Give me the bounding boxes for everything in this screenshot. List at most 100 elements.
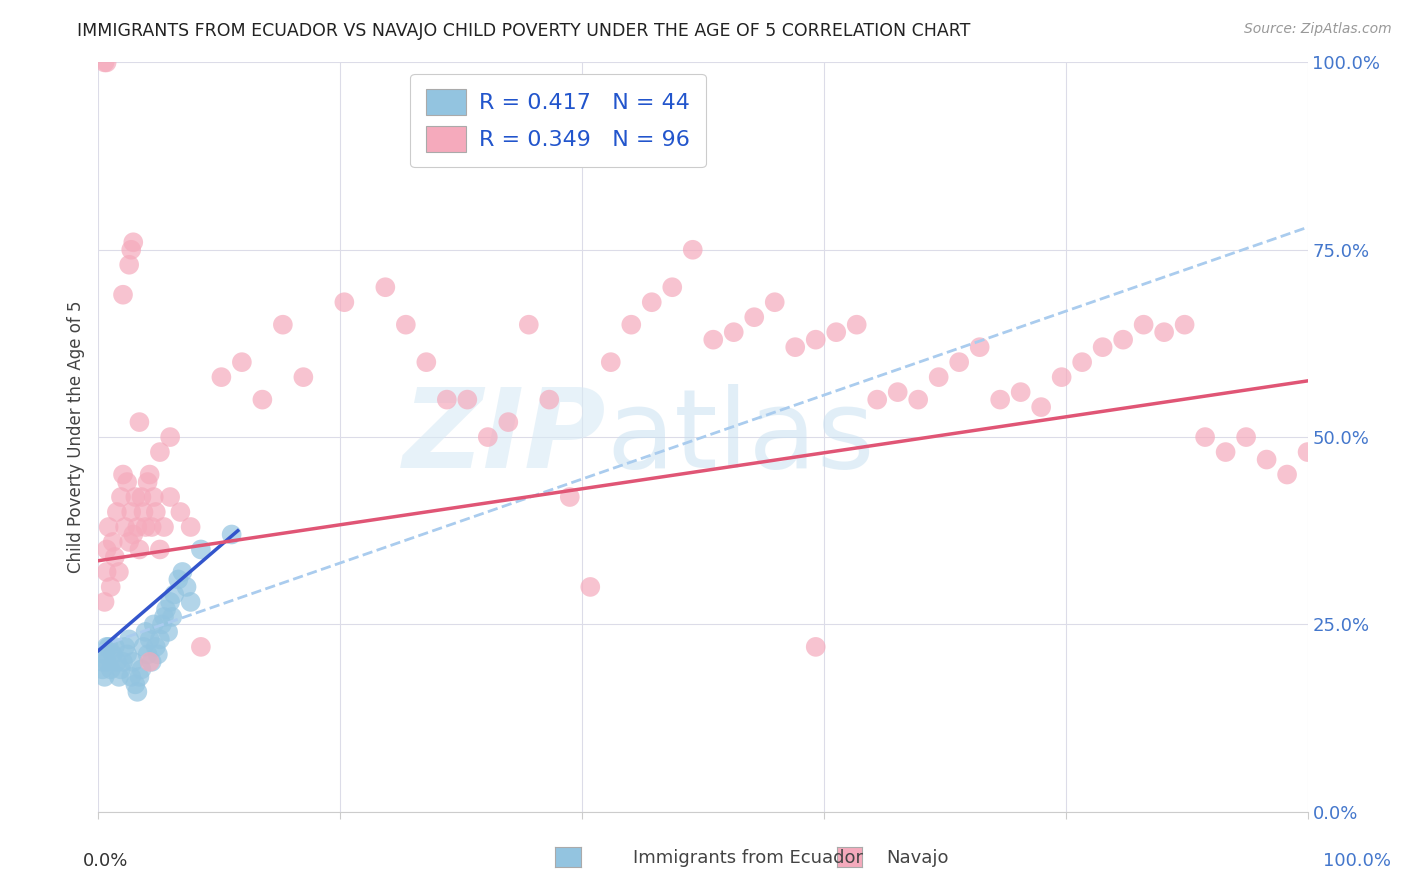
Point: [97, 520, 120, 534]
Point: [120, 243, 142, 257]
Point: [124, 677, 146, 691]
Point: [723, 325, 745, 339]
Point: [1132, 318, 1154, 332]
Point: [498, 415, 520, 429]
Y-axis label: Child Poverty Under the Age of 5: Child Poverty Under the Age of 5: [66, 301, 84, 574]
Legend: R = 0.417   N = 44, R = 0.349   N = 96: R = 0.417 N = 44, R = 0.349 N = 96: [411, 73, 706, 167]
Point: [271, 318, 294, 332]
Point: [155, 602, 177, 616]
Point: [110, 490, 132, 504]
Point: [1234, 430, 1257, 444]
Point: [149, 542, 172, 557]
Point: [163, 587, 186, 601]
Point: [180, 520, 202, 534]
Point: [742, 310, 765, 325]
Point: [138, 655, 160, 669]
Point: [120, 670, 142, 684]
Point: [1296, 445, 1319, 459]
Point: [190, 640, 212, 654]
Point: [988, 392, 1011, 407]
Point: [120, 505, 142, 519]
Point: [907, 392, 929, 407]
Point: [159, 595, 181, 609]
Point: [114, 520, 136, 534]
Point: [221, 527, 243, 541]
Point: [292, 370, 315, 384]
Point: [138, 632, 160, 647]
Point: [131, 662, 153, 676]
Point: [333, 295, 356, 310]
Point: [825, 325, 848, 339]
Point: [136, 475, 159, 489]
Point: [1153, 325, 1175, 339]
Point: [128, 542, 150, 557]
Point: [96, 542, 118, 557]
Point: [928, 370, 950, 384]
Point: [804, 640, 827, 654]
Point: [128, 670, 150, 684]
Point: [127, 685, 149, 699]
Point: [124, 490, 146, 504]
Point: [91, 662, 114, 676]
Point: [132, 505, 155, 519]
Point: [135, 624, 157, 639]
Point: [374, 280, 396, 294]
Point: [948, 355, 970, 369]
Point: [131, 490, 153, 504]
Point: [682, 243, 704, 257]
Text: IMMIGRANTS FROM ECUADOR VS NAVAJO CHILD POVERTY UNDER THE AGE OF 5 CORRELATION C: IMMIGRANTS FROM ECUADOR VS NAVAJO CHILD …: [77, 22, 970, 40]
Point: [101, 648, 124, 662]
Point: [122, 235, 145, 250]
Point: [132, 640, 155, 654]
Point: [115, 475, 138, 489]
Point: [141, 655, 163, 669]
Text: 100.0%: 100.0%: [1323, 852, 1391, 870]
Point: [209, 370, 232, 384]
Point: [167, 573, 190, 587]
Point: [108, 565, 131, 579]
Point: [111, 287, 134, 301]
Point: [118, 632, 141, 647]
Point: [641, 295, 664, 310]
Point: [127, 520, 149, 534]
Point: [1050, 370, 1073, 384]
Point: [149, 632, 172, 647]
Point: [104, 640, 127, 654]
Point: [517, 318, 540, 332]
Point: [1194, 430, 1216, 444]
Point: [122, 527, 145, 541]
Point: [176, 580, 198, 594]
Point: [149, 445, 172, 459]
Point: [886, 385, 908, 400]
Point: [231, 355, 253, 369]
Point: [96, 640, 118, 654]
Text: 0.0%: 0.0%: [83, 852, 128, 870]
Point: [1031, 400, 1053, 414]
Point: [96, 55, 118, 70]
Point: [157, 624, 180, 639]
Point: [436, 392, 458, 407]
Point: [160, 610, 183, 624]
Point: [1215, 445, 1237, 459]
Point: [150, 617, 173, 632]
Point: [180, 595, 202, 609]
Point: [96, 565, 118, 579]
Point: [1071, 355, 1094, 369]
Point: [122, 655, 145, 669]
Point: [456, 392, 478, 407]
Point: [804, 333, 827, 347]
Point: [128, 415, 150, 429]
Point: [146, 648, 169, 662]
Point: [153, 520, 176, 534]
Point: [1112, 333, 1135, 347]
Point: [579, 580, 602, 594]
Point: [172, 565, 194, 579]
Point: [108, 670, 131, 684]
Point: [104, 549, 127, 564]
Point: [115, 648, 138, 662]
Point: [145, 505, 167, 519]
Point: [785, 340, 807, 354]
Point: [135, 520, 157, 534]
Point: [845, 318, 868, 332]
Text: ZIP: ZIP: [402, 384, 606, 491]
